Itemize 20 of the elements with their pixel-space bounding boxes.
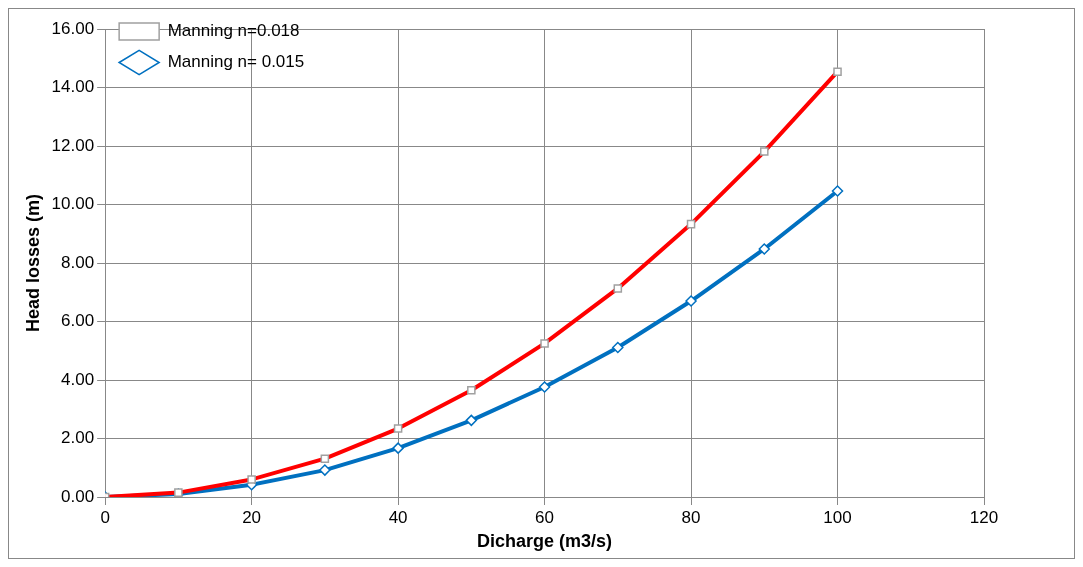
y-tick-label: 6.00 [61,311,95,331]
legend-label: Manning n= 0.015 [167,52,305,72]
y-axis-title: Head losses (m) [22,193,43,333]
y-tick-label: 8.00 [61,252,95,272]
y-tick-label: 4.00 [61,369,95,389]
x-tick-label: 0 [100,507,110,527]
y-tick-label: 0.00 [61,486,95,506]
y-tick-label: 14.00 [51,77,95,97]
x-axis-title: Dicharge (m3/s) [477,531,613,552]
x-tick-label: 100 [823,507,852,527]
legend-label: Manning n=0.018 [167,21,300,41]
x-tick-label: 40 [388,507,408,527]
x-tick-label: 120 [969,507,999,527]
y-tick-label: 2.00 [61,428,95,448]
x-tick-label: 20 [242,507,262,527]
x-tick-label: 60 [535,507,555,527]
y-tick-label: 10.00 [51,194,95,214]
x-tick-label: 80 [681,507,701,527]
y-tick-label: 16.00 [51,18,95,38]
y-tick-label: 12.00 [51,135,95,155]
